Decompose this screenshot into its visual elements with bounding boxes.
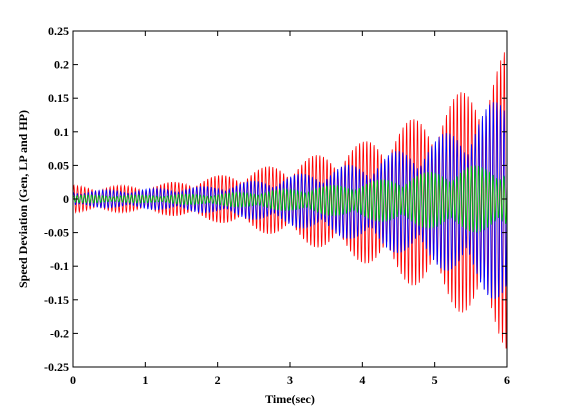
y-tick-label: 0.1	[54, 125, 69, 139]
plot-lines	[72, 52, 508, 349]
x-tick-label: 4	[359, 373, 365, 387]
axis-tick-labels: 0 1 2 3 4 5 6 -0.25 -0.2 -0.15 -0.1 -0.05 0 0.05 0.1 0.…	[44, 24, 510, 387]
y-tick-label: 0	[63, 192, 69, 206]
y-tick-label: 0.05	[48, 158, 69, 172]
y-tick-label: -0.2	[50, 326, 69, 340]
x-tick-label: 5	[432, 373, 438, 387]
y-tick-label: -0.25	[44, 360, 69, 374]
x-axis-label: Time(sec)	[265, 392, 315, 406]
y-tick-label: 0.2	[54, 58, 69, 72]
x-tick-label: 1	[142, 373, 148, 387]
x-tick-label: 3	[287, 373, 293, 387]
y-tick-label: 0.15	[48, 91, 69, 105]
series-line-2	[72, 102, 508, 300]
x-tick-label: 6	[504, 373, 510, 387]
y-tick-label: -0.05	[44, 226, 69, 240]
series-line-3	[72, 165, 508, 234]
y-axis-label: Speed Deviation (Gen, LP and HP)	[16, 110, 30, 288]
y-tick-label: -0.1	[50, 259, 69, 273]
x-tick-label: 0	[70, 373, 76, 387]
x-tick-label: 2	[215, 373, 221, 387]
y-tick-label: -0.15	[44, 293, 69, 307]
axis-ticks	[72, 30, 508, 368]
y-tick-label: 0.25	[48, 24, 69, 38]
